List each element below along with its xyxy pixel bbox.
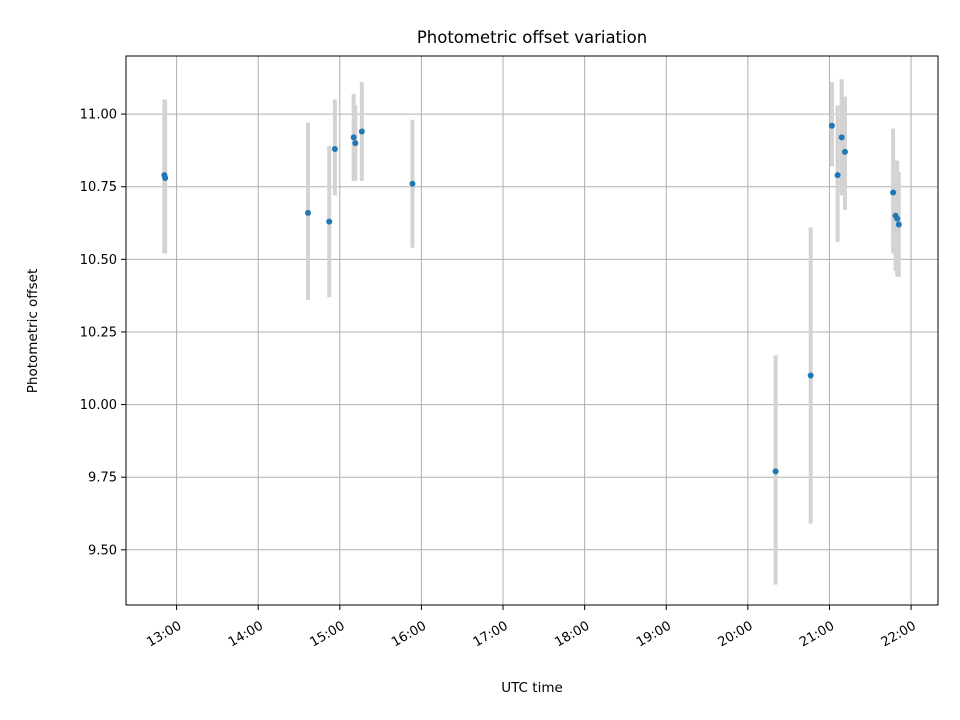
data-point [304,209,311,216]
data-point [409,180,416,187]
data-point [807,372,814,379]
y-tick-label: 11.00 [80,108,117,123]
data-point [828,122,835,129]
x-tick-label: 18:00 [552,619,592,651]
y-axis-ticks: 9.50 9.75 10.00 10.25 10.50 10.75 11.00 [80,108,126,558]
data-point [834,172,841,179]
data-point [895,221,902,228]
data-point [162,175,169,181]
data-point [331,145,338,152]
data-point [350,134,357,141]
y-axis-label: Photometric offset [25,269,41,393]
x-tick-label: 20:00 [716,619,756,651]
data-points [161,122,902,475]
data-point [352,140,359,147]
data-point [358,128,365,135]
x-tick-label: 22:00 [879,619,919,651]
x-tick-label: 15:00 [308,619,348,651]
y-tick-label: 9.50 [88,543,117,558]
x-tick-label: 17:00 [471,619,511,651]
x-axis-ticks: 13:00 14:00 15:00 16:00 17:00 18:00 19:00 20:00… [144,605,919,651]
y-tick-label: 10.75 [80,180,117,195]
data-point [894,215,901,222]
data-point [890,189,897,196]
x-tick-label: 13:00 [144,619,184,651]
y-tick-label: 10.50 [80,253,117,268]
x-axis-label: UTC time [501,680,563,696]
plot-area-frame [125,55,939,606]
y-tick-label: 10.25 [80,325,117,340]
chart-title: Photometric offset variation [417,28,647,47]
x-tick-label: 14:00 [226,619,266,651]
x-tick-label: 19:00 [634,619,674,651]
x-tick-label: 16:00 [389,619,429,651]
data-point [841,148,848,155]
data-point [326,218,333,225]
y-tick-label: 10.00 [80,398,117,413]
data-point [772,468,779,475]
data-point [838,134,845,141]
y-tick-label: 9.75 [88,471,117,486]
x-tick-label: 21:00 [797,619,837,651]
grid [126,56,938,605]
